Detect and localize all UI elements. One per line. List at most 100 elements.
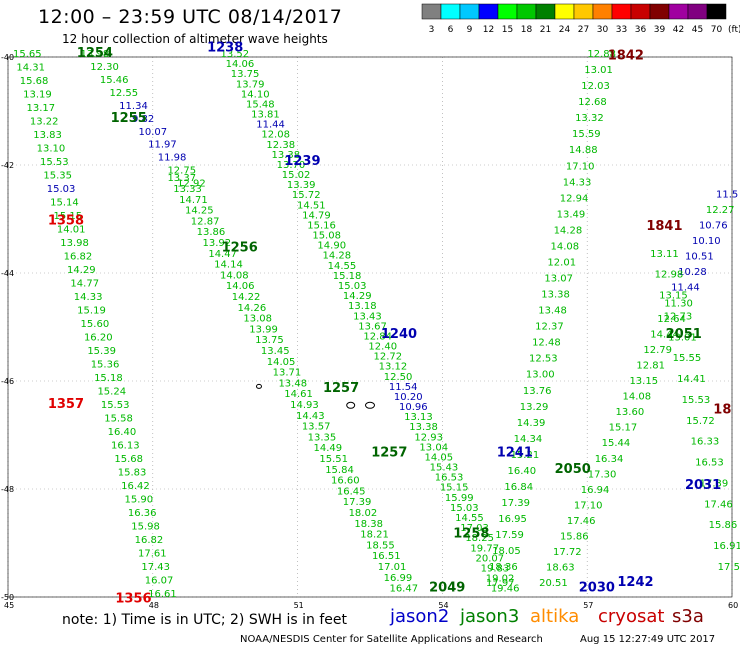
wave-height-value: 13.76 [523,386,552,397]
wave-height-value: 14.06 [226,281,255,292]
wave-height-value: 17.51 [718,562,740,573]
wave-height-value: 12.01 [547,257,576,268]
wave-height-value: 16.51 [372,551,401,562]
wave-height-value: 11.44 [256,120,285,131]
pass-number-label: 2031 [685,478,721,493]
wave-height-value: 12.27 [706,205,735,216]
wave-height-value: 16.47 [389,584,418,595]
pass-number-label: 1239 [284,154,320,169]
wave-height-value: 12.92 [177,179,206,190]
color-scale-label: 3 [429,25,435,35]
wave-height-value: 11.34 [119,101,148,112]
wave-height-value: 13.49 [557,209,586,220]
color-scale-label: 33 [616,25,627,35]
wave-height-value: 18.36 [489,562,518,573]
wave-height-value: 13.43 [353,311,382,322]
wave-height-value: 13.19 [23,90,52,101]
wave-height-value: 14.41 [677,374,706,385]
pass-number-label: 18 [713,402,731,417]
wave-height-value: 20.07 [476,553,505,564]
lon-tick-label: 60 [728,601,738,610]
wave-height-value: 19.46 [491,584,520,595]
wave-height-value: 12.94 [560,193,589,204]
pass-number-label: 1356 [115,591,151,606]
color-scale-label: 15 [502,25,513,35]
wave-height-value: 16.36 [128,508,157,519]
wave-height-value: 12.84 [363,331,392,342]
legend-item-jason3: jason3 [460,606,520,627]
wave-height-value: 14.49 [314,443,343,454]
wave-height-value: 17.10 [574,500,603,511]
wave-height-value: 17.72 [553,547,582,558]
wave-height-value: 15.51 [319,454,348,465]
wave-height-value: 16.53 [695,458,724,469]
wave-height-value: 14.29 [67,265,96,276]
legend-item-altika: altika [530,606,580,627]
wave-height-value: 12.55 [110,88,139,99]
wave-height-value: 17.39 [700,478,729,489]
wave-height-value: 15.14 [50,198,79,209]
wave-height-value: 11.54 [389,382,418,393]
pass-number-label: 1254 [77,46,113,61]
wave-height-value: 18.05 [492,546,521,557]
legend-item-cryosat: cryosat [598,606,665,627]
wave-height-value: 14.01 [57,225,86,236]
color-scale-label: 36 [635,25,647,35]
wave-height-value: 18.55 [366,540,395,551]
wave-height-value: 13.75 [255,335,284,346]
wave-height-value: 12.75 [167,166,196,177]
wave-height-value: 12.73 [664,311,693,322]
wave-height-value: 16.13 [111,441,140,452]
pass-number-label: 1257 [323,381,359,396]
wave-height-value: 15.86 [560,532,589,543]
wave-height-value: 15.24 [97,387,126,398]
wave-height-value: 13.15 [659,291,688,302]
wave-height-value: 14.34 [514,434,543,445]
wave-height-value: 13.01 [584,65,613,76]
wave-height-value: 12.08 [261,130,290,141]
wave-height-value: 14.33 [563,177,592,188]
color-scale-label: 21 [540,25,551,35]
wave-height-value: 16.61 [148,589,177,600]
wave-height-value: 14.06 [226,59,255,70]
wave-height-value: 14.14 [214,260,243,271]
wave-height-value: 13.57 [302,422,331,433]
timestamp: Aug 15 12:27:49 UTC 2017 [580,634,716,645]
wave-height-value: 9.82 [132,114,154,125]
map-subtitle: 12 hour collection of altimeter wave hei… [62,32,328,46]
wave-height-value: 12.48 [532,338,561,349]
wave-height-value: 13.11 [650,249,679,260]
wave-height-value: 13.99 [249,324,278,335]
pass-number-label: 2049 [429,581,465,596]
wave-height-value: 15.65 [13,49,42,60]
wave-height-value: 15.68 [114,454,143,465]
wave-height-value: 17.59 [495,530,524,541]
pass-number-label: 1256 [222,240,258,255]
color-scale-label: 70 [711,25,723,35]
wave-height-value: 15.44 [602,438,631,449]
color-scale-label: 39 [654,25,666,35]
wave-height-value: 15.53 [40,157,69,168]
wave-height-value: 16.95 [498,514,527,525]
wave-height-value: 13.32 [575,113,604,124]
wave-height-value: 15.53 [682,395,711,406]
wave-height-value: 16.40 [108,427,137,438]
wave-height-value: 13.48 [278,378,307,389]
wave-height-value: 12.81 [636,360,665,371]
pass-number-label: 1257 [371,446,407,461]
wave-height-value: 17.30 [588,469,617,480]
wave-height-value: 15.15 [54,211,83,222]
pass-number-label: 1358 [48,213,84,228]
lat-tick-label: -42 [1,161,14,170]
wave-height-value: 15.98 [131,522,160,533]
wave-height-value: 13.10 [37,144,66,155]
pass-number-label: 1258 [453,527,489,542]
wave-height-value: 12.68 [578,97,607,108]
wave-height-value: 15.36 [91,360,120,371]
wave-height-value: 14.22 [232,292,261,303]
wave-height-value: 13.08 [243,314,272,325]
wave-height-value: 14.28 [323,251,352,262]
wave-height-value: 16.82 [135,535,164,546]
wave-height-value: 16.84 [504,482,533,493]
